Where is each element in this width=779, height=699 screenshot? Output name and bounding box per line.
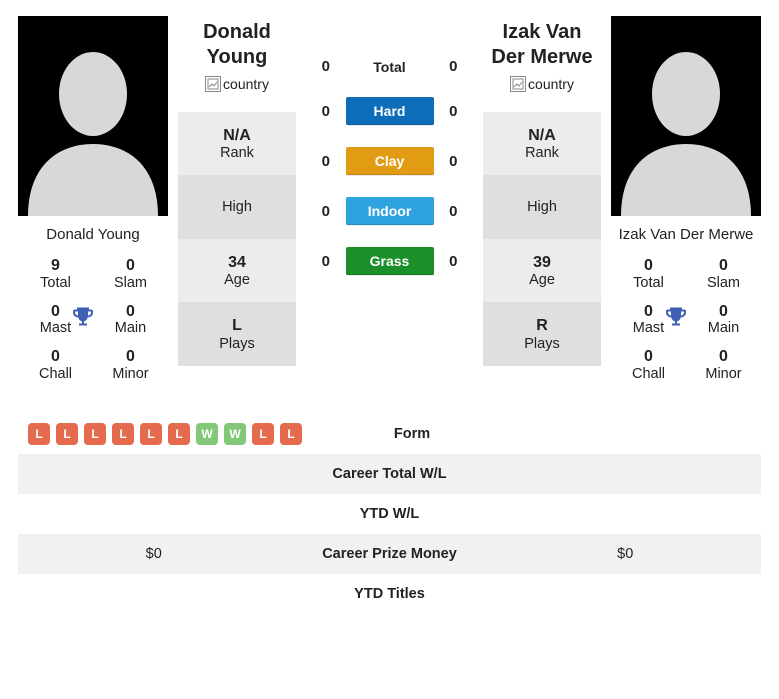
- trophy-icon: [71, 305, 95, 334]
- surface-pill-indoor[interactable]: Indoor: [346, 197, 434, 225]
- p2-rank-box: N/A Rank: [483, 112, 601, 175]
- h2h-total-p2: 0: [434, 58, 474, 75]
- h2h-clay-p1: 0: [306, 153, 346, 170]
- row-ytd-wl: YTD W/L: [18, 494, 761, 534]
- form-badge: L: [168, 423, 190, 445]
- form-badge: W: [224, 423, 246, 445]
- p1-chall: 0 Chall: [18, 342, 93, 388]
- form-badge: L: [56, 423, 78, 445]
- row-prize: $0 Career Prize Money $0: [18, 534, 761, 574]
- h2h-total-row: 0 Total 0: [306, 58, 473, 75]
- surface-pill-hard[interactable]: Hard: [346, 97, 434, 125]
- ytd-titles-label: YTD Titles: [280, 586, 500, 602]
- player2-photo-name: Izak Van Der Merwe: [611, 216, 761, 251]
- p1-age-box: 34 Age: [178, 239, 296, 302]
- player1-country-flag: country: [178, 76, 296, 102]
- row-form: LLLLLLWWLL Form: [18, 414, 761, 454]
- h2h-indoor-p1: 0: [306, 203, 346, 220]
- p2-minor: 0 Minor: [686, 342, 761, 388]
- country-alt-text: country: [223, 76, 269, 92]
- form-badge: W: [196, 423, 218, 445]
- p2-chall: 0 Chall: [611, 342, 686, 388]
- h2h-grass-p2: 0: [434, 253, 474, 270]
- player1-name: Donald Young: [178, 16, 296, 76]
- form-badge: L: [140, 423, 162, 445]
- prize-label: Career Prize Money: [280, 546, 500, 562]
- p1-total: 9 Total: [18, 251, 93, 297]
- h2h-clay-p2: 0: [434, 153, 474, 170]
- p2-high-box: High: [483, 175, 601, 239]
- player1-photo-name: Donald Young: [18, 216, 168, 251]
- p2-slam: 0 Slam: [686, 251, 761, 297]
- row-career-wl: Career Total W/L: [18, 454, 761, 494]
- player1-titles-grid: 9 Total 0 Slam 0 Mast 0 Main: [18, 251, 168, 388]
- player1-form-badges: LLLLLLWWLL: [28, 423, 302, 445]
- country-alt-text: country: [528, 76, 574, 92]
- h2h-clay-row: 0 Clay 0: [306, 147, 473, 175]
- form-badge: L: [84, 423, 106, 445]
- player1-photo: [18, 16, 168, 216]
- p1-slam: 0 Slam: [93, 251, 168, 297]
- p1-main: 0 Main: [93, 297, 168, 343]
- player-silhouette-icon: [611, 16, 761, 216]
- form-label: Form: [302, 426, 522, 442]
- prize-p1: $0: [28, 546, 280, 562]
- trophy-icon: [664, 305, 688, 334]
- player1-info-column: Donald Young country N/A Rank High 34: [178, 16, 296, 366]
- h2h-grass-row: 0 Grass 0: [306, 247, 473, 275]
- p2-main: 0 Main: [686, 297, 761, 343]
- prize-p2: $0: [500, 546, 752, 562]
- comparison-table: LLLLLLWWLL Form Career Total W/L YTD W/L…: [18, 414, 761, 614]
- p2-mast: 0 Mast: [611, 297, 686, 343]
- p2-plays-box: R Plays: [483, 302, 601, 365]
- h2h-total-p1: 0: [306, 58, 346, 75]
- surface-pill-clay[interactable]: Clay: [346, 147, 434, 175]
- row-ytd-titles: YTD Titles: [18, 574, 761, 614]
- form-badge: L: [280, 423, 302, 445]
- player2-name: Izak Van Der Merwe: [483, 16, 601, 76]
- form-badge: L: [252, 423, 274, 445]
- form-badge: L: [28, 423, 50, 445]
- p1-rank-box: N/A Rank: [178, 112, 296, 175]
- p1-plays-box: L Plays: [178, 302, 296, 365]
- p1-minor: 0 Minor: [93, 342, 168, 388]
- comparison-header: Donald Young 9 Total 0 Slam 0 Mast: [18, 16, 761, 388]
- player2-country-flag: country: [483, 76, 601, 102]
- player1-photo-card: Donald Young 9 Total 0 Slam 0 Mast: [18, 16, 168, 388]
- p2-total: 0 Total: [611, 251, 686, 297]
- h2h-hard-p2: 0: [434, 103, 474, 120]
- p1-mast: 0 Mast: [18, 297, 93, 343]
- broken-image-icon: [205, 76, 221, 92]
- ytd-wl-label: YTD W/L: [280, 506, 500, 522]
- career-wl-label: Career Total W/L: [280, 466, 500, 482]
- player2-photo-card: Izak Van Der Merwe 0 Total 0 Slam 0 Mast: [611, 16, 761, 388]
- surface-pill-grass[interactable]: Grass: [346, 247, 434, 275]
- p1-high-box: High: [178, 175, 296, 239]
- h2h-total-label: Total: [346, 59, 434, 75]
- player2-titles-grid: 0 Total 0 Slam 0 Mast 0 Main: [611, 251, 761, 388]
- h2h-indoor-row: 0 Indoor 0: [306, 197, 473, 225]
- h2h-column: 0 Total 0 0 Hard 0 0 Clay 0 0 Indoor 0 0: [306, 16, 473, 297]
- p2-age-box: 39 Age: [483, 239, 601, 302]
- player-silhouette-icon: [18, 16, 168, 216]
- player2-info-column: Izak Van Der Merwe country N/A Rank High…: [483, 16, 601, 366]
- h2h-hard-row: 0 Hard 0: [306, 97, 473, 125]
- broken-image-icon: [510, 76, 526, 92]
- h2h-grass-p1: 0: [306, 253, 346, 270]
- h2h-hard-p1: 0: [306, 103, 346, 120]
- h2h-indoor-p2: 0: [434, 203, 474, 220]
- form-badge: L: [112, 423, 134, 445]
- player2-photo: [611, 16, 761, 216]
